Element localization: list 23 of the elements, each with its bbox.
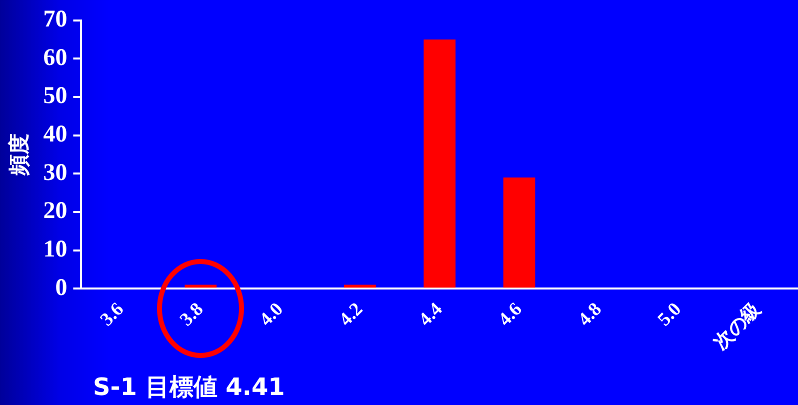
y-axis-title: 頻度 bbox=[7, 133, 32, 176]
x-tick-label: 4.4 bbox=[414, 298, 447, 330]
y-tick-label: 40 bbox=[43, 122, 68, 148]
x-tick-label: 次の級 bbox=[710, 298, 766, 354]
text: S-1 目標値 4.41 bbox=[93, 373, 285, 401]
x-tick-label: 3.6 bbox=[96, 298, 128, 330]
y-tick-label: 0 bbox=[55, 274, 68, 301]
x-tick-label: 4.6 bbox=[494, 298, 526, 330]
bar bbox=[503, 177, 536, 288]
y-tick-label: 50 bbox=[43, 83, 68, 110]
y-tick-label: 70 bbox=[43, 6, 68, 33]
y-tick-label: 10 bbox=[43, 236, 68, 262]
y-tick-label: 30 bbox=[43, 160, 68, 186]
bar bbox=[184, 284, 217, 288]
x-tick-label: 3.8 bbox=[176, 298, 208, 330]
x-tick-label: 5.0 bbox=[654, 298, 686, 330]
bar bbox=[424, 40, 456, 288]
y-tick-label: 60 bbox=[43, 44, 68, 71]
y-tick-label: 20 bbox=[43, 198, 68, 224]
x-tick-label: 4.2 bbox=[335, 298, 367, 330]
x-tick-label: 4.0 bbox=[256, 298, 288, 330]
x-tick-label: 4.8 bbox=[574, 298, 606, 330]
bar bbox=[344, 284, 376, 288]
